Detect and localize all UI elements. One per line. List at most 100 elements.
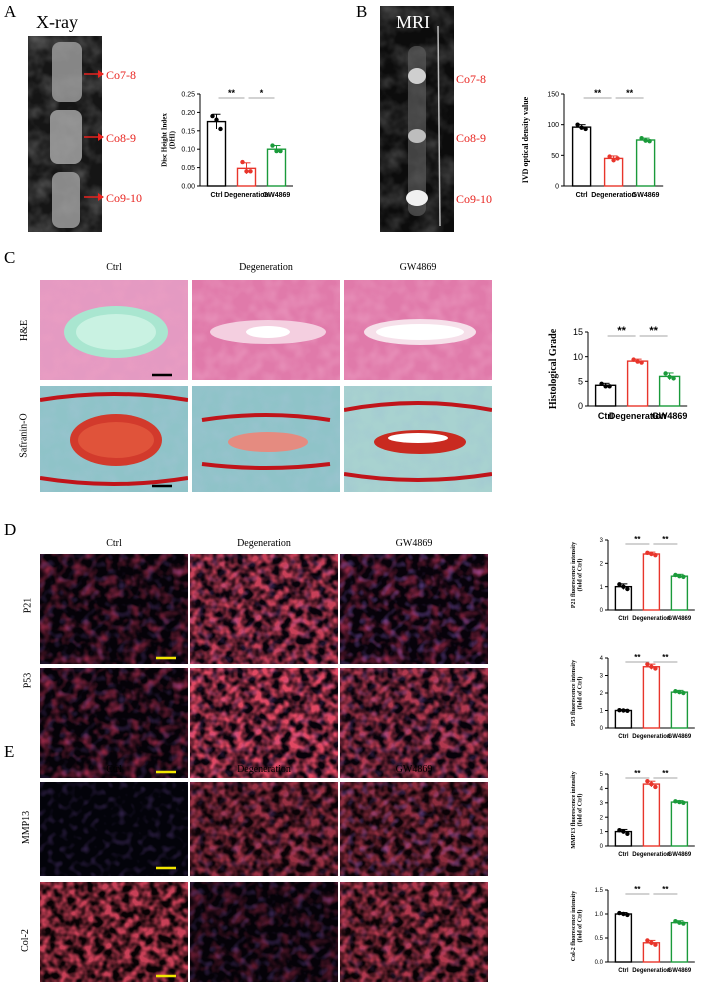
data-point	[607, 154, 612, 159]
if-p53-degeneration-image	[190, 668, 338, 778]
e-col-ctrl: Ctrl	[106, 764, 122, 775]
bar-degeneration	[603, 157, 624, 187]
data-point	[673, 919, 678, 924]
data-point	[621, 584, 626, 589]
c-col-ctrl: Ctrl	[106, 262, 122, 273]
data-point	[677, 920, 682, 925]
x-tick-label: Ctrl	[598, 411, 614, 421]
data-point	[653, 784, 658, 790]
bar-gw4869	[658, 375, 681, 407]
chart-ivd: 0 50 100 150 IVD optical density value Ctrl De…	[520, 78, 690, 208]
x-tick-label: GW4869	[652, 411, 688, 421]
d-row-p21: P21	[22, 597, 34, 614]
xray-title: X-ray	[36, 12, 78, 32]
bar-gw4869	[266, 148, 287, 187]
y-tick-label: 0	[600, 726, 604, 732]
bar-gw4869	[670, 921, 689, 963]
x-tick-label: GW4869	[668, 734, 692, 740]
data-point	[635, 359, 640, 364]
y-tick-label: 1	[600, 709, 604, 715]
y-tick-label: 1	[600, 585, 604, 591]
chart-svg: 0 1 2 3 P21 fluorescence intensity(fold of C…	[571, 535, 695, 622]
if-mmp13-gw4869-image	[340, 782, 488, 876]
he-ctrl-image	[40, 280, 188, 380]
safranin-gw4869-image	[344, 386, 492, 492]
y-tick-label: 3	[600, 801, 604, 807]
xray-annotation-co78	[84, 67, 148, 81]
d-col-gw4869: GW4869	[395, 538, 433, 549]
xray-label-co89: Co8-9	[106, 131, 136, 145]
xray-label-co78: Co7-8	[106, 68, 136, 82]
mri-label-co89: Co8-9	[456, 131, 486, 145]
panel-letter-e: E	[4, 742, 15, 761]
data-point	[649, 781, 654, 787]
data-point	[643, 138, 648, 143]
y-axis-label: IVD optical density value	[521, 96, 530, 183]
data-point	[214, 117, 219, 122]
chart-svg: 0 1 2 3 4 5 MMP13 fluorescence intensity(fold …	[571, 769, 695, 858]
data-point	[615, 156, 620, 161]
x-tick-label: Degeneration	[591, 192, 636, 199]
data-point	[625, 912, 630, 918]
y-tick-label: 100	[547, 122, 559, 129]
he-degeneration-image	[192, 280, 340, 380]
data-point	[649, 551, 654, 557]
x-tick-label: Ctrl	[210, 192, 222, 199]
significance-label: **	[626, 88, 634, 98]
chart-svg: 0 1 2 3 4 P53 fluorescence intensity(fold of …	[571, 653, 695, 740]
mri-label-co78: Co7-8	[456, 72, 486, 86]
data-point	[663, 371, 668, 376]
significance-label: **	[662, 885, 669, 894]
y-tick-label: 15	[573, 327, 583, 337]
bar-degeneration	[642, 553, 661, 611]
data-point	[244, 169, 249, 174]
d-col-ctrl: Ctrl	[106, 538, 122, 549]
y-tick-label: 0	[578, 401, 583, 411]
mri-image	[380, 6, 454, 232]
data-point	[645, 661, 650, 667]
panel-letter-a: A	[4, 2, 17, 21]
c-row-he: H&E	[19, 319, 31, 342]
significance-label: **	[634, 769, 641, 778]
data-point	[667, 374, 672, 380]
bar-gw4869	[670, 575, 689, 611]
safranin-ctrl-image	[40, 386, 188, 492]
data-point	[681, 921, 686, 926]
x-tick-label: Ctrl	[618, 616, 629, 622]
data-point	[631, 357, 636, 362]
e-row-mmp13: MMP13	[21, 810, 33, 845]
data-point	[625, 586, 630, 592]
data-point	[607, 384, 612, 389]
y-tick-label: 0	[600, 844, 604, 850]
x-tick-label: Degeneration	[609, 411, 667, 421]
mri-label-co910: Co9-10	[456, 192, 492, 206]
e-col-gw4869: GW4869	[395, 764, 433, 775]
if-p53-gw4869-image	[340, 668, 488, 778]
safranin-degeneration-image	[192, 386, 340, 492]
bar-gw4869	[670, 691, 689, 729]
chart-svg: 0 50 100 150 IVD optical density value Ctrl De…	[521, 88, 664, 199]
data-point	[677, 799, 682, 805]
y-tick-label: 10	[573, 352, 583, 362]
data-point	[673, 799, 678, 804]
x-tick-label: Degeneration	[632, 616, 671, 622]
y-axis-label: P53 fluorescence intensity(fold of Ctrl)	[571, 660, 584, 726]
data-point	[671, 376, 676, 381]
bar-degeneration	[642, 666, 661, 729]
data-point	[270, 143, 275, 148]
y-tick-label: 0.20	[181, 110, 195, 117]
data-point	[621, 829, 626, 834]
data-point	[617, 582, 622, 587]
data-point	[673, 572, 678, 578]
y-tick-label: 0.05	[181, 165, 195, 172]
significance-label: **	[662, 769, 669, 778]
bar-degeneration	[642, 783, 661, 847]
y-tick-label: 0.00	[181, 183, 195, 190]
x-tick-label: Degeneration	[224, 192, 269, 199]
data-point	[583, 126, 588, 132]
data-point	[210, 113, 215, 119]
significance-label: **	[228, 88, 236, 98]
data-point	[599, 381, 604, 386]
x-tick-label: Ctrl	[618, 734, 629, 740]
data-point	[603, 384, 608, 389]
